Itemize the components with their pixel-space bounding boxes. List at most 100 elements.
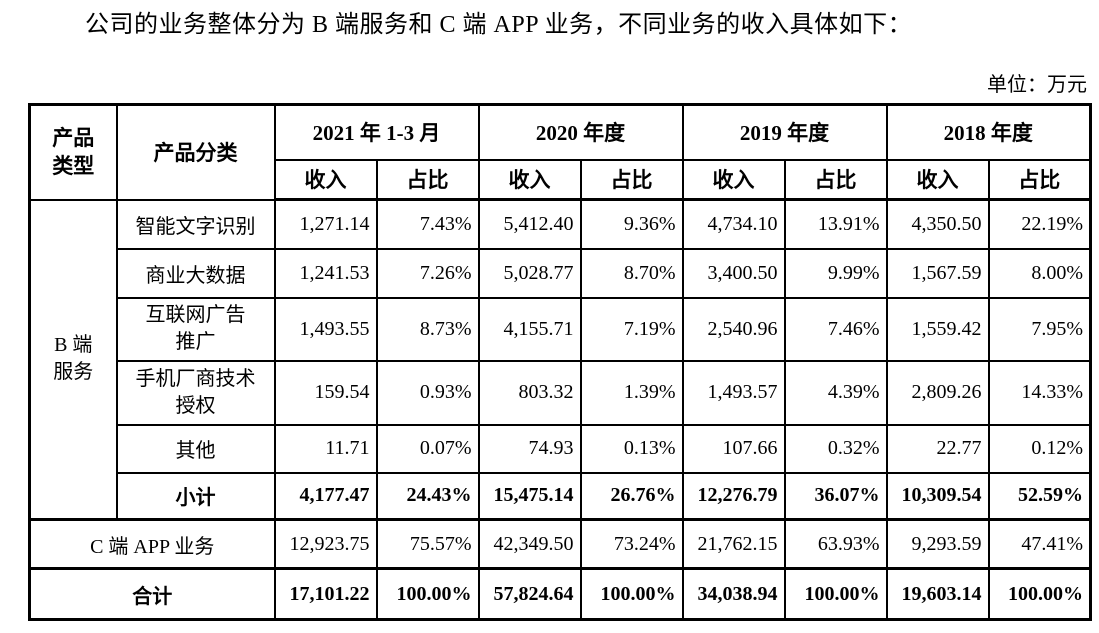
cell-share-2020: 8.70%	[579, 247, 684, 299]
cell-revenue-2018: 4,350.50	[885, 198, 990, 250]
cell-share-2021: 7.26%	[375, 247, 480, 299]
cell-revenue-2021: 1,271.14	[273, 198, 378, 250]
row-label-subtotal: 小计	[115, 471, 276, 521]
cell-revenue-2020: 74.93	[477, 423, 582, 474]
cell-revenue-2020: 5,028.77	[477, 247, 582, 299]
cell-share-2018: 22.19%	[987, 198, 1092, 250]
row-label: 互联网广告 推广	[115, 296, 276, 362]
cell-share-2021: 100.00%	[375, 567, 480, 621]
table-row-ocr: B 端 服务 智能文字识别 1,271.14 7.43% 5,412.40 9.…	[28, 198, 1092, 521]
header-period-2018: 2018 年度	[885, 103, 1092, 161]
header-revenue-2018: 收入	[885, 158, 990, 201]
cell-share-2021: 75.57%	[375, 518, 480, 570]
header-row-metrics: 收入 占比 收入 占比 收入 占比 收入 占比	[30, 158, 1092, 201]
cell-revenue-2018: 1,559.42	[885, 296, 990, 362]
table-row-other: 其他 11.71 0.07% 74.93 0.13% 107.66 0.32% …	[30, 423, 1092, 474]
row-label: 智能文字识别	[115, 198, 276, 250]
row-label: 其他	[115, 423, 276, 474]
cell-share-2019: 63.93%	[783, 518, 888, 570]
row-label: 手机厂商技术 授权	[115, 359, 276, 426]
cell-share-2021: 7.43%	[375, 198, 480, 250]
table-row-ads: 互联网广告 推广 1,493.55 8.73% 4,155.71 7.19% 2…	[30, 296, 1092, 362]
row-label-c-side: C 端 APP 业务	[28, 518, 276, 570]
cell-revenue-2021: 1,241.53	[273, 247, 378, 299]
cell-share-2021: 24.43%	[375, 471, 480, 521]
header-period-2021: 2021 年 1-3 月	[273, 103, 480, 161]
cell-revenue-2018: 19,603.14	[885, 567, 990, 621]
cell-revenue-2020: 15,475.14	[477, 471, 582, 521]
header-row-periods: 产品 类型 产品分类 2021 年 1-3 月 2020 年度 2019 年度 …	[28, 103, 1092, 201]
cell-share-2018: 100.00%	[987, 567, 1092, 621]
table-row-total: 合计 17,101.22 100.00% 57,824.64 100.00% 3…	[28, 567, 1092, 621]
cell-revenue-2020: 57,824.64	[477, 567, 582, 621]
cell-share-2020: 73.24%	[579, 518, 684, 570]
cell-share-2021: 0.93%	[375, 359, 480, 426]
cell-revenue-2019: 12,276.79	[681, 471, 786, 521]
cell-revenue-2018: 9,293.59	[885, 518, 990, 570]
cell-revenue-2020: 803.32	[477, 359, 582, 426]
cell-share-2020: 0.13%	[579, 423, 684, 474]
cell-revenue-2021: 17,101.22	[273, 567, 378, 621]
cell-share-2020: 26.76%	[579, 471, 684, 521]
cell-revenue-2019: 1,493.57	[681, 359, 786, 426]
header-revenue-2020: 收入	[477, 158, 582, 201]
cell-share-2021: 8.73%	[375, 296, 480, 362]
cell-share-2020: 9.36%	[579, 198, 684, 250]
cell-revenue-2021: 1,493.55	[273, 296, 378, 362]
cell-share-2019: 7.46%	[783, 296, 888, 362]
cell-revenue-2018: 1,567.59	[885, 247, 990, 299]
cell-share-2020: 1.39%	[579, 359, 684, 426]
header-period-2020: 2020 年度	[477, 103, 684, 161]
header-period-2019: 2019 年度	[681, 103, 888, 161]
unit-label: 单位：万元	[987, 74, 1087, 96]
header-revenue-2021: 收入	[273, 158, 378, 201]
cell-revenue-2021: 12,923.75	[273, 518, 378, 570]
table-row-c-side: C 端 APP 业务 12,923.75 75.57% 42,349.50 73…	[28, 518, 1092, 570]
cell-revenue-2018: 10,309.54	[885, 471, 990, 521]
header-product-type: 产品 类型	[28, 103, 118, 201]
revenue-table: 产品 类型 产品分类 2021 年 1-3 月 2020 年度 2019 年度 …	[28, 103, 1092, 621]
cell-revenue-2019: 34,038.94	[681, 567, 786, 621]
cell-share-2018: 8.00%	[987, 247, 1092, 299]
cell-share-2019: 9.99%	[783, 247, 888, 299]
cell-share-2019: 13.91%	[783, 198, 888, 250]
header-share-2018: 占比	[987, 158, 1092, 201]
header-revenue-2019: 收入	[681, 158, 786, 201]
cell-revenue-2019: 21,762.15	[681, 518, 786, 570]
header-product-category: 产品分类	[115, 103, 276, 201]
cell-share-2018: 47.41%	[987, 518, 1092, 570]
table-row-subtotal: 小计 4,177.47 24.43% 15,475.14 26.76% 12,2…	[30, 471, 1092, 521]
cell-share-2019: 0.32%	[783, 423, 888, 474]
header-share-2019: 占比	[783, 158, 888, 201]
cell-revenue-2019: 3,400.50	[681, 247, 786, 299]
header-share-2020: 占比	[579, 158, 684, 201]
header-share-2021: 占比	[375, 158, 480, 201]
row-label: 商业大数据	[115, 247, 276, 299]
product-type-b-side: B 端 服务	[28, 198, 118, 521]
cell-share-2018: 7.95%	[987, 296, 1092, 362]
cell-revenue-2018: 2,809.26	[885, 359, 990, 426]
cell-revenue-2020: 42,349.50	[477, 518, 582, 570]
cell-revenue-2019: 4,734.10	[681, 198, 786, 250]
row-label-total: 合计	[28, 567, 276, 621]
cell-share-2019: 4.39%	[783, 359, 888, 426]
cell-revenue-2021: 4,177.47	[273, 471, 378, 521]
table-row-bigdata: 商业大数据 1,241.53 7.26% 5,028.77 8.70% 3,40…	[30, 247, 1092, 299]
cell-share-2018: 14.33%	[987, 359, 1092, 426]
cell-share-2019: 36.07%	[783, 471, 888, 521]
cell-share-2018: 0.12%	[987, 423, 1092, 474]
intro-paragraph: 公司的业务整体分为 B 端服务和 C 端 APP 业务，不同业务的收入具体如下：	[85, 12, 913, 38]
cell-revenue-2020: 4,155.71	[477, 296, 582, 362]
table-row-licensing: 手机厂商技术 授权 159.54 0.93% 803.32 1.39% 1,49…	[30, 359, 1092, 426]
cell-revenue-2021: 11.71	[273, 423, 378, 474]
cell-share-2020: 100.00%	[579, 567, 684, 621]
cell-share-2020: 7.19%	[579, 296, 684, 362]
cell-revenue-2021: 159.54	[273, 359, 378, 426]
cell-revenue-2018: 22.77	[885, 423, 990, 474]
cell-share-2018: 52.59%	[987, 471, 1092, 521]
cell-revenue-2019: 2,540.96	[681, 296, 786, 362]
cell-revenue-2019: 107.66	[681, 423, 786, 474]
cell-share-2019: 100.00%	[783, 567, 888, 621]
cell-share-2021: 0.07%	[375, 423, 480, 474]
